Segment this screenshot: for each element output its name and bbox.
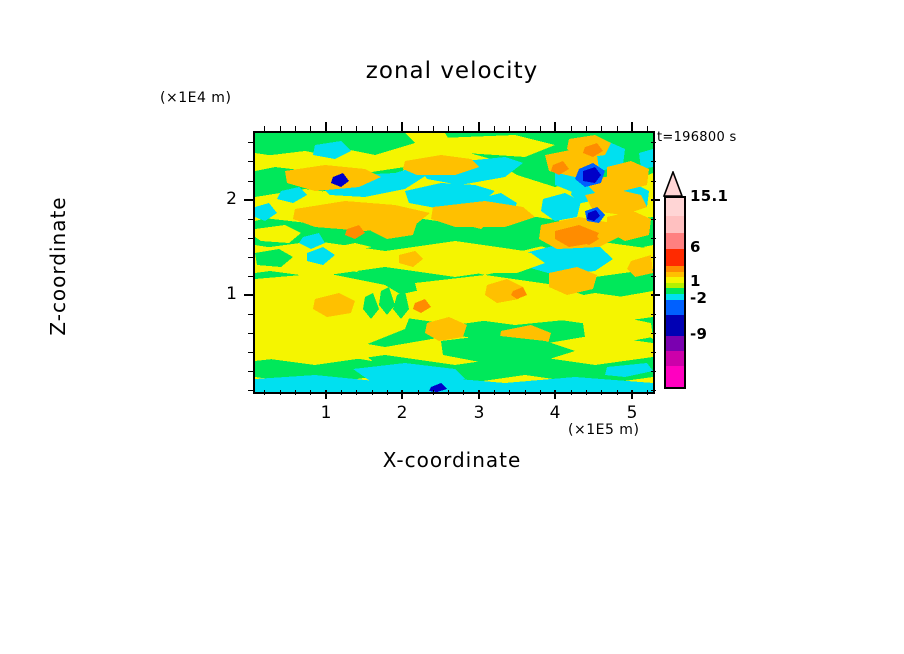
x-axis-title: X-coordinate: [382, 448, 522, 472]
x-major-tick-top: [401, 122, 403, 131]
x-major-tick-top: [554, 122, 556, 131]
colorbar-segment: [666, 277, 684, 283]
colorbar-tick-label: 15.1: [690, 187, 729, 205]
colorbar-segment: [666, 198, 684, 216]
contour-plot-panel: [253, 131, 655, 394]
x-major-tick-top: [325, 122, 327, 131]
x-tick-label: 3: [473, 403, 485, 423]
x-major-tick-top: [478, 122, 480, 131]
y-major-tick: [244, 199, 253, 201]
x-tick-label: 1: [320, 403, 332, 423]
colorbar-segment: [666, 282, 684, 289]
y-axis-unit-label: (×1E4 m): [160, 90, 232, 106]
colorbar-segment: [666, 366, 684, 387]
colorbar-segment: [666, 288, 684, 294]
colorbar-segment: [666, 293, 684, 300]
x-axis-unit-label: (×1E5 m): [568, 422, 640, 438]
colorbar[interactable]: [664, 196, 686, 389]
colorbar-arrow-top: [662, 171, 684, 197]
colorbar-segment: [666, 335, 684, 351]
x-major-tick-top: [631, 122, 633, 131]
y-major-tick: [244, 294, 253, 296]
x-tick-label: 5: [626, 403, 638, 423]
y-tick-label: 1: [226, 284, 237, 304]
colorbar-segment: [666, 271, 684, 278]
page-title: zonal velocity: [365, 58, 539, 84]
time-annotation: t=196800 s: [657, 130, 737, 145]
y-tick-label: 2: [226, 189, 237, 209]
x-tick-label: 4: [549, 403, 561, 423]
colorbar-tick-label: 6: [690, 238, 701, 257]
contour-field: [255, 133, 653, 392]
colorbar-tick-label: -2: [690, 288, 708, 307]
colorbar-tick-label: 1: [690, 271, 701, 290]
colorbar-segment: [666, 232, 684, 250]
colorbar-segment: [666, 249, 684, 267]
x-tick-label: 2: [396, 403, 408, 423]
colorbar-segment: [666, 350, 684, 367]
colorbar-segment: [666, 266, 684, 272]
colorbar-segment: [666, 299, 684, 315]
colorbar-segment: [666, 216, 684, 233]
colorbar-tick-label: -9: [690, 324, 708, 343]
colorbar-segment: [666, 314, 684, 336]
y-axis-title: Z-coordinate: [46, 196, 70, 336]
